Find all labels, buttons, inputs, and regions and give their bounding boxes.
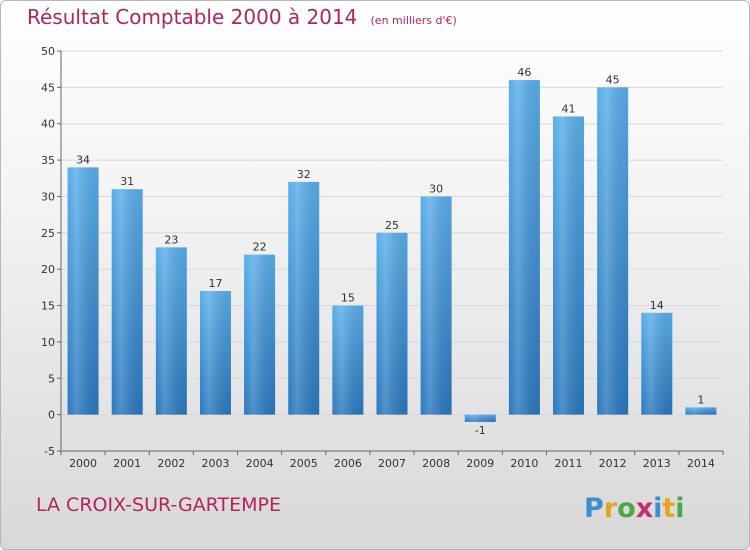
data-label-2005: 32 xyxy=(297,168,311,181)
svg-text:Proxiti: Proxiti xyxy=(584,493,685,524)
data-label-2004: 22 xyxy=(253,241,267,254)
x-tick-label: 2007 xyxy=(378,457,406,470)
data-label-2002: 23 xyxy=(164,233,178,246)
bar-shine-2012 xyxy=(597,87,629,415)
y-tick-label: 35 xyxy=(41,154,55,167)
bar-shine-2001 xyxy=(111,189,143,415)
bar-shine-2010 xyxy=(508,80,540,415)
bars xyxy=(67,80,717,422)
x-tick-label: 2006 xyxy=(334,457,362,470)
bar-shine-2000 xyxy=(67,167,99,415)
bar-shine-2011 xyxy=(553,116,585,415)
bar-shine-2013 xyxy=(641,312,673,415)
x-tick-label: 2001 xyxy=(113,457,141,470)
chart-title: Résultat Comptable 2000 à 2014 (en milli… xyxy=(27,5,457,29)
data-label-2006: 15 xyxy=(341,292,355,305)
data-label-2001: 31 xyxy=(120,175,134,188)
bar-shine-2006 xyxy=(332,305,364,415)
bar-shine-2008 xyxy=(420,196,452,415)
y-tick-label: 5 xyxy=(48,372,55,385)
y-tick-label: 15 xyxy=(41,300,55,313)
bar-shine-2005 xyxy=(288,181,320,415)
x-tick-label: 2013 xyxy=(643,457,671,470)
data-label-2014: 1 xyxy=(697,393,704,406)
axes: -5 0 5 10 15 20 25 30 35 40 45 50 2000 2001 2002 2003 20… xyxy=(41,45,724,470)
y-tick-label: 45 xyxy=(41,81,55,94)
bar-shine-2002 xyxy=(155,247,187,415)
x-tick-label: 2008 xyxy=(422,457,450,470)
data-label-2011: 41 xyxy=(562,102,576,115)
data-labels: 34 31 23 17 22 32 15 25 30 -1 46 41 45 14 1 xyxy=(76,66,704,437)
commune-name: LA CROIX-SUR-GARTEMPE xyxy=(36,494,281,516)
y-tick-label: 50 xyxy=(41,45,55,58)
y-tick-label: 0 xyxy=(48,409,55,422)
bar-shine-2014 xyxy=(685,407,717,415)
data-label-2009: -1 xyxy=(475,424,486,437)
y-tick-label: 30 xyxy=(41,190,55,203)
x-tick-label: 2014 xyxy=(687,457,715,470)
y-tick-label: 10 xyxy=(41,336,55,349)
bar-shine-2004 xyxy=(244,254,276,415)
bar-shine-2009 xyxy=(464,414,496,422)
data-label-2008: 30 xyxy=(429,182,443,195)
proxiti-logo: Proxiti xyxy=(584,493,685,524)
x-tick-label: 2003 xyxy=(201,457,229,470)
x-tick-label: 2012 xyxy=(599,457,627,470)
x-tick-label: 2005 xyxy=(290,457,318,470)
x-tick-label: 2009 xyxy=(466,457,494,470)
x-tick-label: 2000 xyxy=(69,457,97,470)
bar-shine-2007 xyxy=(376,232,408,415)
x-tick-label: 2004 xyxy=(246,457,274,470)
x-tick-label: 2011 xyxy=(555,457,583,470)
data-label-2010: 46 xyxy=(517,66,531,79)
y-tick-label: -5 xyxy=(44,445,55,458)
data-label-2000: 34 xyxy=(76,153,90,166)
x-tick-label: 2002 xyxy=(157,457,185,470)
data-label-2007: 25 xyxy=(385,219,399,232)
title-unit: (en milliers d'€) xyxy=(370,14,457,27)
y-tick-label: 40 xyxy=(41,118,55,131)
data-label-2003: 17 xyxy=(208,277,222,290)
data-label-2013: 14 xyxy=(650,299,664,312)
y-tick-label: 20 xyxy=(41,263,55,276)
data-label-2012: 45 xyxy=(606,73,620,86)
x-tick-label: 2010 xyxy=(510,457,538,470)
bar-shine-2003 xyxy=(199,291,231,415)
title-text: Résultat Comptable 2000 à 2014 xyxy=(27,5,358,29)
y-tick-label: 25 xyxy=(41,227,55,240)
